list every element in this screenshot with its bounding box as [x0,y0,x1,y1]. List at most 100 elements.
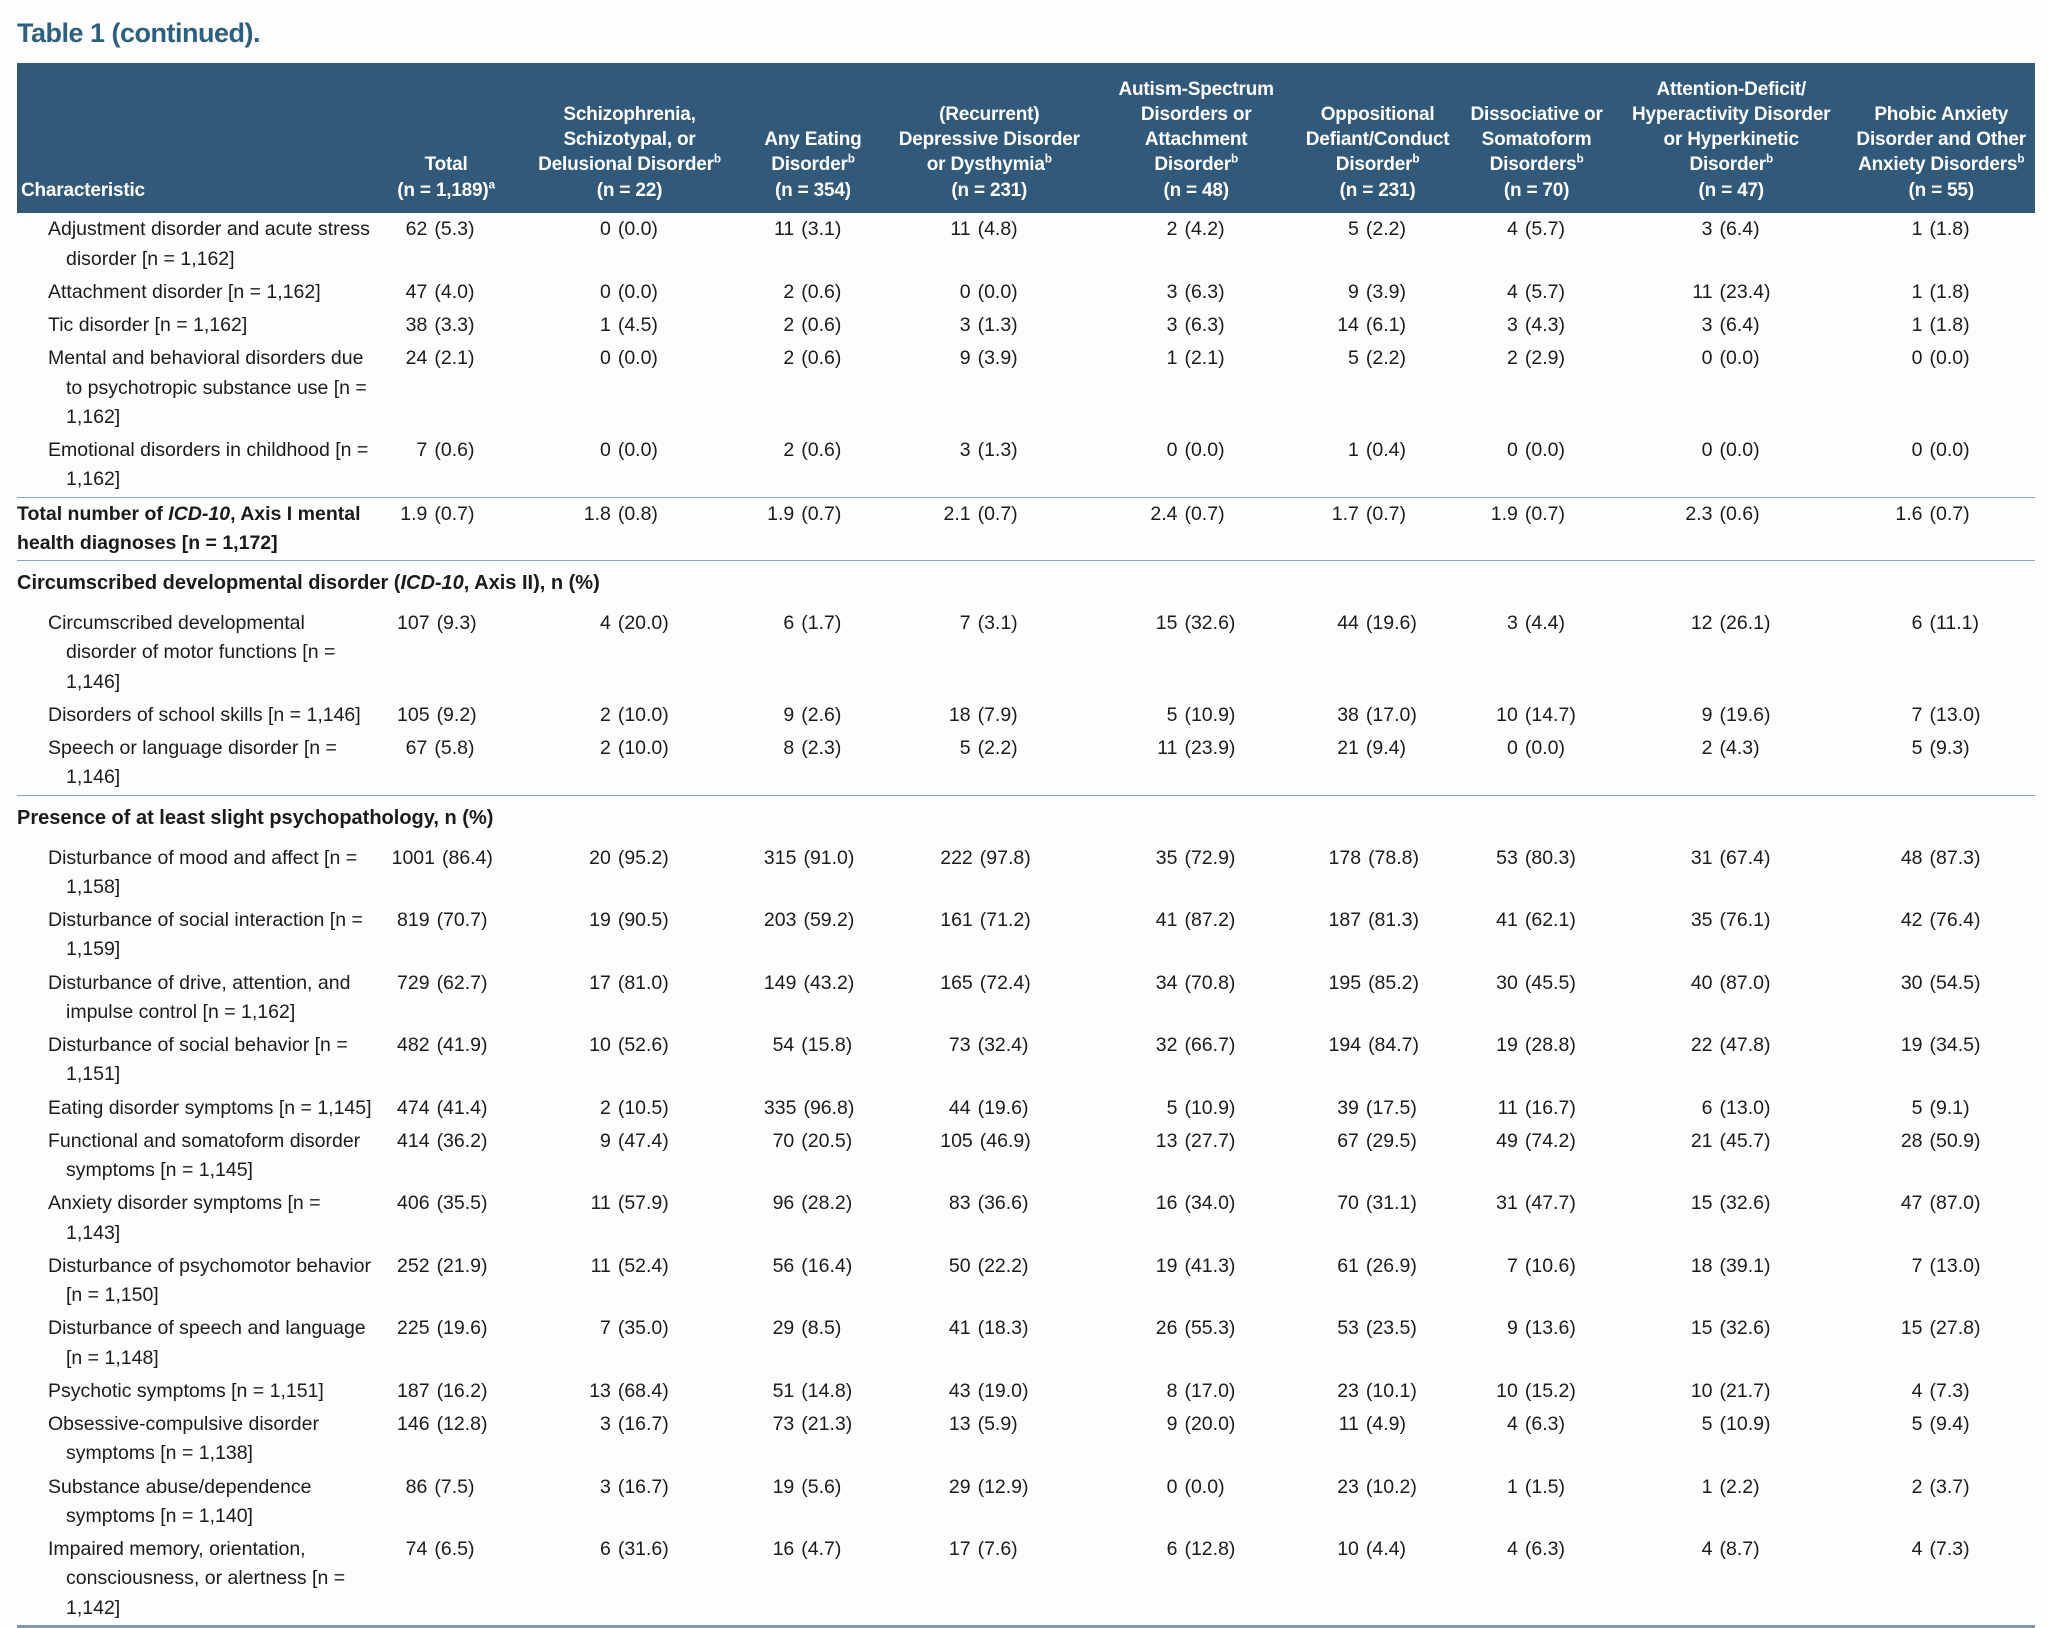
cell-value: 335 (96.8) [763,1096,855,1119]
cell-value: 11 (23.9) [1157,737,1236,760]
cell-value: 21 (9.4) [1337,737,1406,760]
header-row: Characteristic Total (n = 1,189)a Schizoph… [17,63,2035,214]
cell-value: 53 (80.3) [1496,846,1576,869]
cell-value: 9 (47.4) [599,1129,669,1152]
table-row: Disturbance of mood and affect [n = 1,15… [17,837,2035,905]
table-header: Characteristic Total (n = 1,189)a Schizoph… [17,63,2035,214]
cell-value: 0 (0.0) [1911,347,1970,370]
cell-value: 225 (19.6) [397,1317,488,1340]
cell-value: 21 (45.7) [1690,1129,1771,1152]
table-row: Eating disorder symptoms [n = 1,145] 474(… [17,1092,2035,1125]
cell-value: 41 (18.3) [948,1317,1029,1340]
cell-value: 19 (90.5) [589,909,669,932]
table-row: Mental and behavioral disorders due to p… [17,342,2035,434]
cell-value: 5 (9.1) [1911,1096,1970,1119]
row-label: Speech or language disorder [n = 1,146] [48,737,337,789]
cell-value: 406 (35.5) [397,1192,488,1215]
cell-value: 0 (0.0) [1166,1475,1225,1498]
cell-value: 4 (5.7) [1507,280,1565,303]
table-body: Adjustment disorder and acute stress dis… [17,213,2035,1626]
cell-value: 5 (9.4) [1911,1413,1970,1436]
column-header-characteristic: Characteristic [17,63,376,214]
cell-value: 19 (41.3) [1155,1254,1236,1277]
table-row: Tic disorder [n = 1,162] 38 (3.3) 1 (4.5) 2 (0… [17,309,2035,342]
cell-value: 1 (1.8) [1911,280,1970,303]
cell-value: 11 (16.7) [1497,1096,1576,1119]
cell-value: 3 (6.3) [1166,314,1225,337]
cell-value: 44 (19.6) [1337,612,1417,635]
row-label: Psychotic symptoms [n = 1,151] [48,1379,324,1402]
cell-value: 62 (5.3) [405,218,475,241]
table-row: Substance abuse/dependence symptoms [n =… [17,1471,2035,1534]
row-label: Total number of ICD-10, Axis I mental he… [17,496,376,561]
cell-value: 17 (81.0) [589,971,669,994]
row-label: Disturbance of speech and language [n = … [48,1317,366,1369]
cell-value: 729 (62.7) [397,971,488,994]
cell-value: 1 (1.5) [1507,1475,1565,1498]
table-row: Anxiety disorder symptoms [n = 1,143] 406… [17,1187,2035,1250]
cell-value: 67 (5.8) [405,737,475,760]
cell-value: 16 (34.0) [1155,1192,1236,1215]
cell-value: 19 (28.8) [1496,1034,1576,1057]
row-label: Substance abuse/dependence symptoms [n =… [48,1475,312,1527]
cell-value: 195 (85.2) [1328,971,1420,994]
cell-value: 4 (6.3) [1507,1538,1565,1561]
cell-value: 35 (72.9) [1155,846,1236,869]
cell-value: 2.1 (0.7) [883,496,1096,561]
cell-value: 32 (66.7) [1155,1034,1236,1057]
cell-value: 50 (22.2) [948,1254,1029,1277]
cell-value: 29 (12.9) [948,1475,1029,1498]
cell-value: 86 (7.5) [405,1475,475,1498]
cell-value: 2 (0.6) [783,280,842,303]
cell-value: 1 (2.1) [1166,347,1225,370]
row-label: Disturbance of social interaction [n = 1… [48,909,363,961]
cell-value: 31 (47.7) [1496,1192,1576,1215]
cell-value: 11 (4.8) [950,218,1018,241]
row-label: Obsessive-compulsive disorder symptoms [… [48,1413,319,1465]
cell-value: 31 (67.4) [1690,846,1771,869]
cell-value: 20 (95.2) [589,846,669,869]
cell-value: 2.3 (0.6) [1615,496,1848,561]
column-header-8: Phobic Anxiety Disorder and Other Anxiet… [1847,63,2035,214]
table-title: Table 1 (continued). [17,18,261,48]
row-label: Disorders of school skills [n = 1,146] [48,703,361,726]
cell-value: 9 (13.6) [1507,1317,1576,1340]
cell-value: 22 (47.8) [1690,1034,1771,1057]
cell-value: 2.4 (0.7) [1095,496,1298,561]
cell-value: 1 (2.2) [1701,1475,1760,1498]
cell-value: 1.8 (0.8) [516,496,743,561]
cell-value: 6 (31.6) [599,1538,669,1561]
cell-value: 10 (15.2) [1496,1379,1576,1402]
cell-value: 2 (10.5) [599,1096,669,1119]
table-row: Total number of ICD-10, Axis I mental he… [17,496,2035,561]
cell-value: 56 (16.4) [772,1254,853,1277]
row-label: Eating disorder symptoms [n = 1,145] [48,1096,372,1119]
cell-value: 96 (28.2) [772,1192,853,1215]
cell-value: 28 (50.9) [1900,1129,1981,1152]
cell-value: 1 (1.8) [1911,218,1970,241]
cell-value: 7 (35.0) [599,1317,669,1340]
cell-value: 15 (27.8) [1900,1317,1981,1340]
cell-value: 70 (20.5) [772,1129,853,1152]
table-row: Obsessive-compulsive disorder symptoms [… [17,1408,2035,1471]
cell-value: 0 (0.0) [599,280,658,303]
row-label: Adjustment disorder and acute stress dis… [48,218,370,270]
cell-value: 44 (19.6) [948,1096,1029,1119]
cell-value: 9 (19.6) [1701,703,1771,726]
cell-value: 0 (0.0) [1701,439,1760,462]
cell-value: 9 (20.0) [1166,1413,1236,1436]
cell-value: 7 (13.0) [1911,1254,1981,1277]
cell-value: 5 (10.9) [1166,703,1236,726]
cell-value: 7 (10.6) [1507,1254,1576,1277]
cell-value: 165 (72.4) [940,971,1031,994]
cell-value: 83 (36.6) [948,1192,1029,1215]
cell-value: 187 (16.2) [397,1379,488,1402]
cell-value: 3 (4.4) [1507,612,1565,635]
cell-value: 1 (4.5) [599,314,658,337]
row-label: Impaired memory, orientation, consciousn… [48,1538,346,1619]
cell-value: 11 (4.9) [1338,1413,1406,1436]
cell-value: 0 (0.0) [599,218,658,241]
cell-value: 34 (70.8) [1155,971,1236,994]
row-label: Circumscribed developmental disorder of … [48,612,336,693]
cell-value: 0 (0.0) [1507,737,1565,760]
